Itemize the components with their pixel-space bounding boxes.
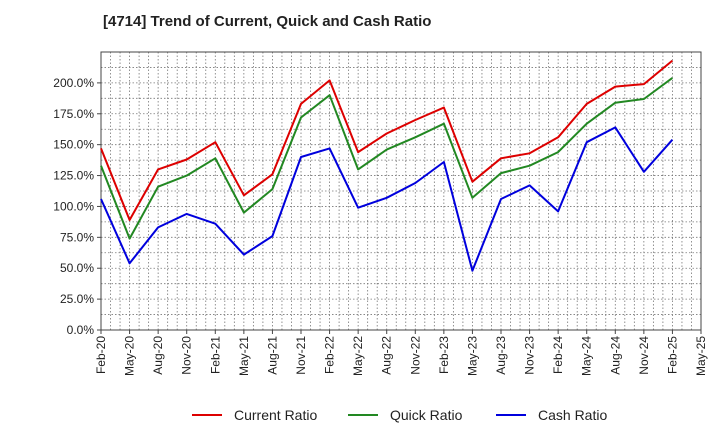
x-tick-label: Aug-20: [151, 336, 165, 375]
x-tick-label: Aug-22: [380, 336, 394, 375]
y-tick-label: 175.0%: [53, 107, 94, 121]
x-tick-label: Nov-21: [294, 336, 308, 375]
series-line-current-ratio: [100, 59, 674, 221]
legend-swatch: [192, 414, 222, 416]
x-tick-label: Nov-22: [408, 336, 422, 375]
y-tick-label: 0.0%: [67, 323, 95, 337]
x-axis-ticks: Feb-20 May-20 Aug-20 Nov-20 Feb-21 May-21 Aug-…: [94, 330, 708, 376]
legend-label: Cash Ratio: [538, 407, 608, 423]
y-tick-label: 150.0%: [53, 138, 94, 152]
legend: Current Ratio Quick Ratio Cash Ratio: [0, 404, 720, 428]
x-tick-label: May-21: [237, 336, 251, 376]
legend-label: Current Ratio: [234, 407, 318, 423]
x-tick-label: Feb-20: [94, 336, 108, 374]
series-line-cash-ratio: [100, 126, 674, 272]
series-line-quick-ratio: [100, 77, 673, 240]
x-tick-label: Feb-22: [323, 336, 337, 374]
series-lines: [100, 59, 674, 272]
legend-item-current-ratio: Current Ratio: [192, 404, 317, 426]
x-tick-label: Aug-21: [265, 336, 279, 375]
x-tick-label: Nov-23: [523, 336, 537, 375]
x-tick-label: Feb-25: [665, 336, 679, 374]
legend-label: Quick Ratio: [390, 407, 463, 423]
x-tick-label: May-23: [465, 336, 479, 376]
y-tick-label: 200.0%: [53, 76, 94, 90]
legend-swatch: [348, 414, 378, 416]
axes: [100, 51, 702, 331]
y-tick-label: 100.0%: [53, 199, 94, 213]
plot-frame: [100, 51, 702, 331]
x-tick-label: May-25: [694, 336, 708, 376]
x-tick-label: Nov-20: [180, 336, 194, 375]
legend-item-quick-ratio: Quick Ratio: [348, 404, 462, 426]
y-tick-label: 125.0%: [53, 169, 94, 183]
x-tick-label: May-20: [123, 336, 137, 376]
x-tick-label: May-22: [351, 336, 365, 376]
x-tick-label: Feb-21: [208, 336, 222, 374]
chart-title: [4714] Trend of Current, Quick and Cash …: [103, 13, 432, 30]
x-tick-label: Feb-23: [437, 336, 451, 374]
x-tick-label: Nov-24: [637, 336, 651, 375]
x-tick-label: Feb-24: [551, 336, 565, 374]
y-axis-ticks: 0.0% 25.0% 50.0% 75.0% 100.0% 125.0% 150.0% 175…: [53, 76, 101, 337]
y-tick-label: 50.0%: [60, 261, 94, 275]
legend-swatch: [496, 414, 526, 416]
legend-item-cash-ratio: Cash Ratio: [496, 404, 607, 426]
grid-lines: [101, 51, 701, 330]
y-tick-label: 75.0%: [60, 230, 94, 244]
x-tick-label: Aug-23: [494, 336, 508, 375]
x-tick-label: May-24: [580, 336, 594, 376]
y-tick-label: 25.0%: [60, 292, 94, 306]
x-tick-label: Aug-24: [608, 336, 622, 375]
